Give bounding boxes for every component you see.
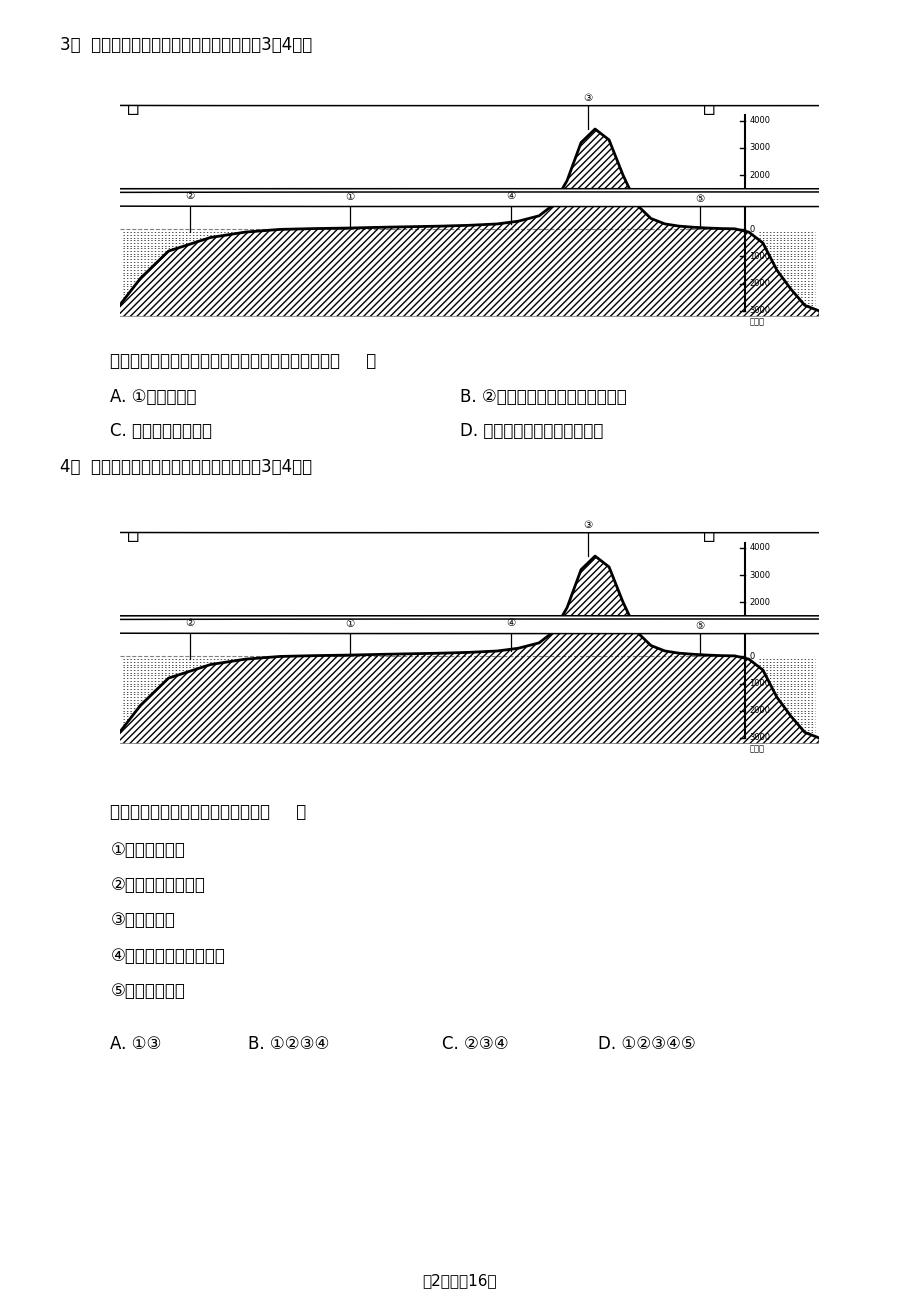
Circle shape (0, 191, 919, 207)
Text: B. ①②③④: B. ①②③④ (248, 1035, 329, 1053)
Text: 3000: 3000 (749, 733, 770, 742)
Text: 东: 东 (703, 522, 715, 542)
Text: B. ②为距离台湾最近的省级行政区: B. ②为距离台湾最近的省级行政区 (460, 388, 626, 406)
Polygon shape (119, 556, 818, 743)
Text: ①港口条件优越: ①港口条件优越 (110, 841, 185, 859)
Text: 下列关于台湾省的地理事物的说法，真实可信的是（     ）: 下列关于台湾省的地理事物的说法，真实可信的是（ ） (110, 352, 376, 370)
Text: 西: 西 (127, 95, 139, 115)
Text: D. ①②③④⑤: D. ①②③④⑤ (597, 1035, 695, 1053)
Circle shape (0, 91, 919, 105)
Text: 3000: 3000 (749, 570, 770, 579)
Text: ④各类矿产资源蕴藏量大: ④各类矿产资源蕴藏量大 (110, 947, 225, 965)
Text: （米）: （米） (749, 745, 764, 754)
Text: 1000: 1000 (749, 253, 770, 260)
Text: 2000: 2000 (749, 279, 770, 288)
Polygon shape (119, 656, 273, 743)
Text: 1000: 1000 (749, 625, 770, 634)
Circle shape (0, 616, 919, 630)
Text: 4000: 4000 (749, 543, 770, 552)
Text: 3000: 3000 (749, 306, 770, 315)
Text: （米）: （米） (749, 318, 764, 327)
Text: D. 人口多分布于西部平原地区: D. 人口多分布于西部平原地区 (460, 422, 603, 440)
Text: ⑤: ⑤ (695, 194, 704, 204)
Polygon shape (755, 656, 818, 743)
Text: ①: ① (346, 620, 355, 629)
Text: ②: ② (185, 618, 194, 628)
Text: ④: ④ (506, 618, 516, 628)
Text: 4000: 4000 (749, 116, 770, 125)
Text: ①: ① (346, 193, 355, 202)
Circle shape (0, 617, 919, 631)
Text: 1000: 1000 (749, 680, 770, 687)
Polygon shape (119, 229, 273, 316)
Text: A. ①③: A. ①③ (110, 1035, 162, 1053)
Text: 第2页，共16页: 第2页，共16页 (422, 1273, 497, 1289)
Text: 台湾发展外向型经济的有利条件是（     ）: 台湾发展外向型经济的有利条件是（ ） (110, 803, 306, 822)
Text: 3000: 3000 (749, 143, 770, 152)
Circle shape (0, 190, 919, 204)
Polygon shape (119, 129, 818, 316)
Text: ②: ② (185, 191, 194, 201)
Text: 1000: 1000 (749, 198, 770, 207)
Text: ⑤陆上邻国众多: ⑤陆上邻国众多 (110, 982, 185, 1000)
Text: 3．  阅读台湾沿北回归线地形剖面图，完成3～4题。: 3． 阅读台湾沿北回归线地形剖面图，完成3～4题。 (60, 36, 312, 55)
Text: A. ①为琼州海峡: A. ①为琼州海峡 (110, 388, 197, 406)
Polygon shape (119, 129, 818, 316)
Text: 0: 0 (749, 652, 754, 661)
Circle shape (0, 518, 919, 533)
Text: 2000: 2000 (749, 598, 770, 607)
Circle shape (0, 616, 919, 630)
Circle shape (0, 189, 919, 203)
Text: 西: 西 (127, 522, 139, 542)
Text: 2000: 2000 (749, 171, 770, 180)
Text: C. ②③④: C. ②③④ (441, 1035, 507, 1053)
Polygon shape (119, 556, 818, 743)
Circle shape (0, 189, 919, 203)
Text: 东: 东 (703, 95, 715, 115)
Text: 2000: 2000 (749, 706, 770, 715)
Text: ③: ③ (583, 94, 592, 103)
Text: 0: 0 (749, 225, 754, 234)
Text: ③: ③ (583, 521, 592, 530)
Text: ③人口素质高: ③人口素质高 (110, 911, 176, 930)
Text: ④: ④ (506, 191, 516, 201)
Text: ⑤: ⑤ (695, 621, 704, 631)
Polygon shape (755, 229, 818, 316)
Text: C. 主要民族为高山族: C. 主要民族为高山族 (110, 422, 212, 440)
Text: ②岛内市场需求量大: ②岛内市场需求量大 (110, 876, 205, 894)
Text: 4．  阅读台湾沿北回归线地形剖面图，完成3～4题。: 4． 阅读台湾沿北回归线地形剖面图，完成3～4题。 (60, 458, 312, 477)
Circle shape (0, 618, 919, 634)
